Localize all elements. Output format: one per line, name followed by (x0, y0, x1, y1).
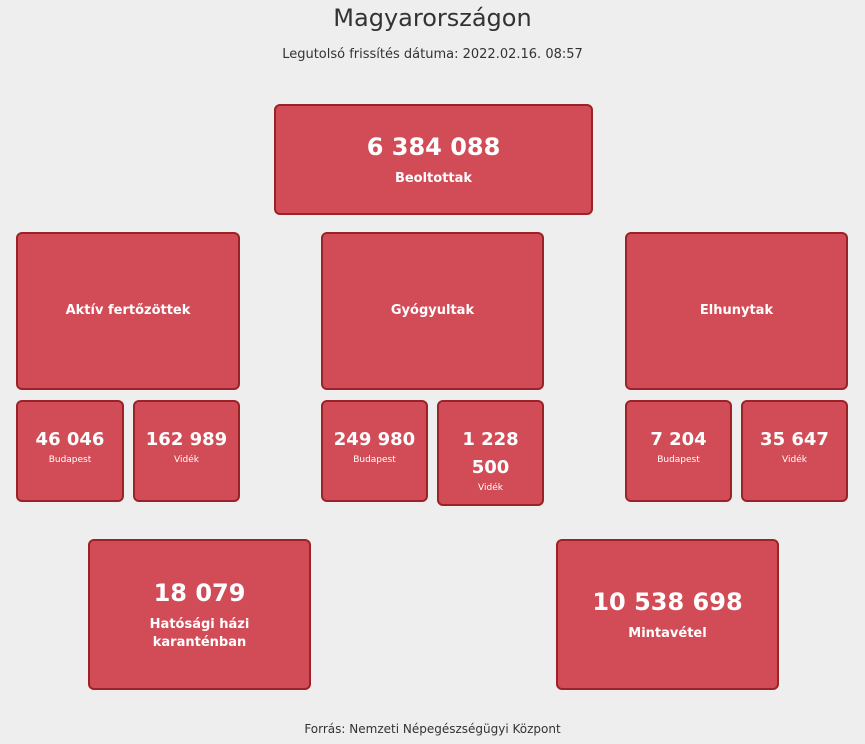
recovered-budapest-card: 249 980 Budapest (321, 400, 428, 502)
active-country-card: 162 989 Vidék (133, 400, 240, 502)
recovered-card: Gyógyultak (321, 232, 544, 390)
quarantine-card: 18 079 Hatósági házi karanténban (88, 539, 311, 690)
tests-card: 10 538 698 Mintavétel (556, 539, 779, 690)
active-country-label: Vidék (174, 455, 199, 465)
quarantine-label: Hatósági házi karanténban (149, 616, 250, 650)
vaccinated-label: Beoltottak (394, 170, 473, 186)
deceased-country-value: 35 647 (760, 429, 829, 450)
active-country-value: 162 989 (145, 429, 228, 450)
recovered-budapest-label: Budapest (353, 455, 396, 465)
last-updated: Legutolsó frissítés dátuma: 2022.02.16. … (282, 47, 583, 62)
deceased-country-card: 35 647 Vidék (741, 400, 848, 502)
vaccinated-value: 6 384 088 (366, 132, 501, 161)
active-card: Aktív fertőzöttek (16, 232, 240, 390)
active-label: Aktív fertőzöttek (65, 303, 191, 318)
deceased-country-label: Vidék (782, 455, 807, 465)
tests-value: 10 538 698 (592, 587, 743, 616)
page-title: Magyarországon (333, 4, 532, 32)
vaccinated-card: 6 384 088 Beoltottak (274, 104, 593, 215)
active-budapest-label: Budapest (48, 455, 92, 465)
active-budapest-value: 46 046 (35, 429, 105, 450)
recovered-country-label: Vidék (478, 483, 503, 493)
deceased-budapest-card: 7 204 Budapest (625, 400, 732, 502)
quarantine-value: 18 079 (153, 578, 246, 607)
recovered-country-value: 1 228 500 (462, 429, 519, 478)
recovered-country-card: 1 228 500 Vidék (437, 400, 544, 506)
recovered-budapest-value: 249 980 (333, 429, 416, 450)
deceased-label: Elhunytak (699, 303, 774, 318)
tests-label: Mintavétel (628, 625, 707, 641)
recovered-label: Gyógyultak (390, 303, 475, 318)
source-footer: Forrás: Nemzeti Népegészségügyi Központ (304, 722, 561, 736)
deceased-card: Elhunytak (625, 232, 848, 390)
deceased-budapest-label: Budapest (657, 455, 700, 465)
active-budapest-card: 46 046 Budapest (16, 400, 124, 502)
deceased-budapest-value: 7 204 (650, 429, 707, 450)
